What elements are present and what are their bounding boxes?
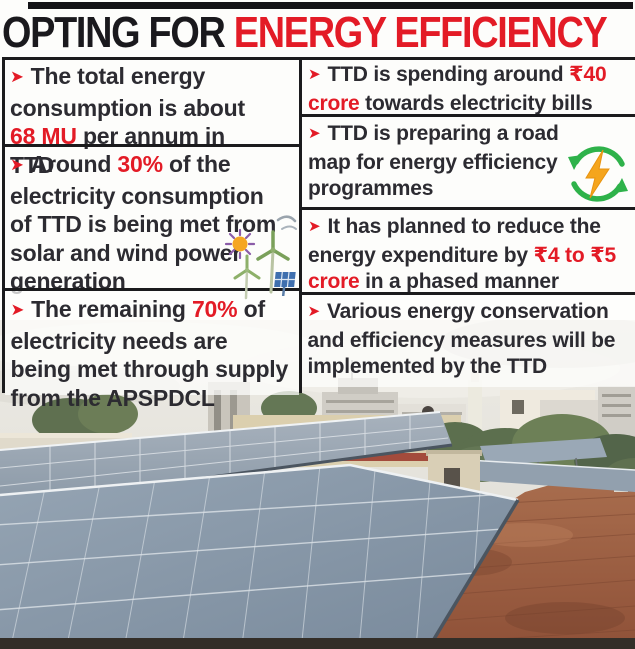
left-divider-2 bbox=[2, 288, 301, 291]
title-prefix: OPTING FOR bbox=[2, 8, 234, 57]
bullet-arrow-icon: ➤ bbox=[10, 155, 24, 174]
left-divider-1 bbox=[2, 144, 301, 147]
fact-reduce-expenditure: ➤ It has planned to reduce the energy exp… bbox=[308, 214, 630, 296]
right-divider-3 bbox=[299, 292, 635, 295]
fact-text: TTD is spending around ₹40 crore towards… bbox=[308, 63, 607, 115]
fact-road-map: ➤ TTD is preparing a road map for energy … bbox=[308, 121, 634, 203]
right-divider-1 bbox=[299, 114, 635, 117]
fact-solar-wind-share: ➤ Around 30% of the electricity consumpti… bbox=[10, 150, 282, 296]
fact-text: The remaining 70% of electricity needs a… bbox=[10, 296, 289, 411]
grid-top-rule bbox=[2, 57, 635, 60]
bullet-arrow-icon: ➤ bbox=[308, 218, 321, 235]
fact-text: Various energy conservation and efficien… bbox=[307, 300, 616, 378]
bullet-arrow-icon: ➤ bbox=[308, 66, 321, 83]
grid-left-rule bbox=[2, 57, 5, 393]
bullet-arrow-icon: ➤ bbox=[308, 125, 321, 142]
bullet-arrow-icon: ➤ bbox=[10, 67, 24, 86]
photo-bottom-shadow bbox=[0, 638, 635, 649]
title-highlight: ENERGY EFFICIENCY bbox=[233, 8, 608, 57]
fact-text: It has planned to reduce the energy expe… bbox=[308, 215, 616, 293]
photo-right-solar-arrays bbox=[467, 438, 635, 492]
fact-text: Around 30% of the electricity consumptio… bbox=[10, 151, 277, 294]
fact-conservation-measures: ➤ Various energy conservation and efficie… bbox=[301, 295, 635, 387]
bullet-arrow-icon: ➤ bbox=[10, 300, 25, 319]
photo-foreground-solar-array bbox=[0, 463, 520, 649]
top-rule-bar bbox=[28, 2, 633, 9]
fact-electricity-bills: ➤ TTD is spending around ₹40 crore toward… bbox=[308, 62, 626, 117]
bullet-arrow-icon: ➤ bbox=[307, 303, 321, 320]
right-divider-2 bbox=[299, 207, 635, 210]
grid-column-divider bbox=[299, 57, 302, 393]
fact-apspdcl-share: ➤ The remaining 70% of electricity needs … bbox=[4, 291, 299, 411]
page-title: OPTING FOR ENERGY EFFICIENCY bbox=[2, 8, 608, 58]
fact-text: TTD is preparing a road map for energy e… bbox=[308, 122, 559, 200]
